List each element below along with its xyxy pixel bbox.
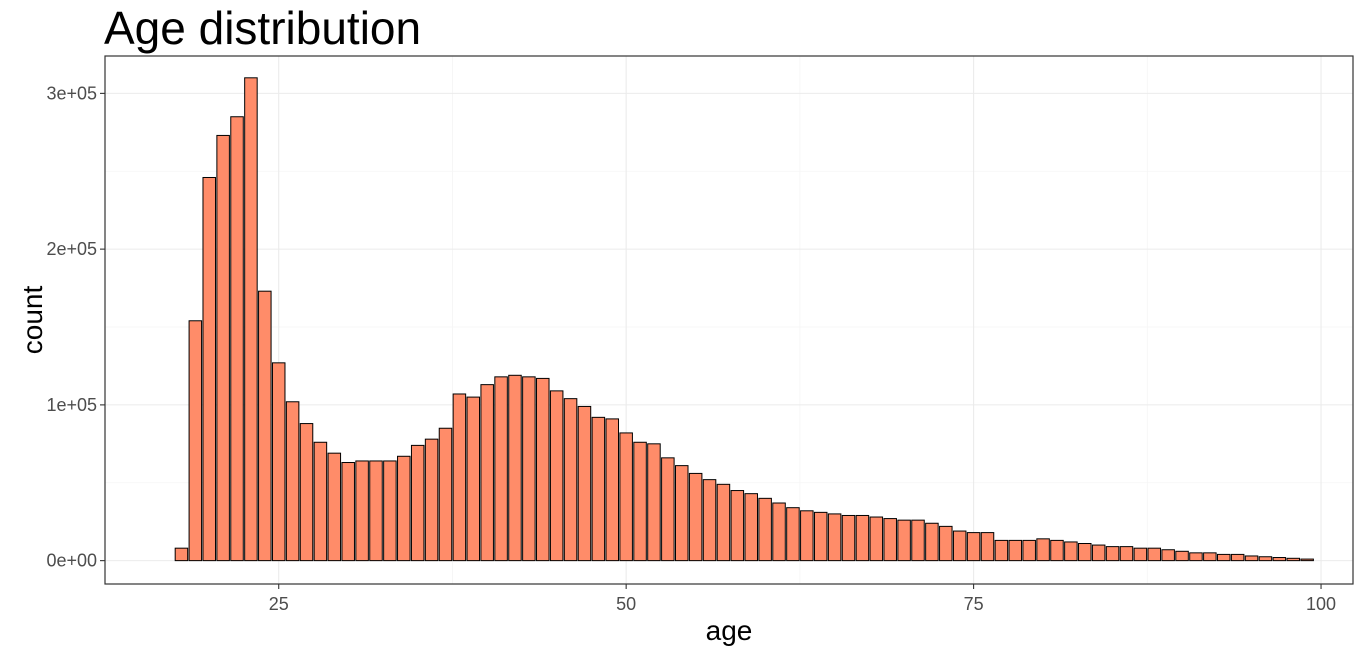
bar [758, 497, 772, 562]
bar [480, 384, 494, 562]
bar [883, 518, 897, 562]
bar [647, 443, 661, 562]
bar [438, 427, 453, 562]
bar [522, 376, 536, 562]
x-axis-title: age [706, 615, 753, 646]
bar [1244, 555, 1259, 562]
y-tick-label: 2e+05 [46, 239, 97, 259]
bar [966, 532, 981, 562]
bar [897, 519, 911, 562]
bar [1050, 539, 1064, 562]
bar [980, 532, 995, 562]
bar [1119, 546, 1134, 562]
bar [1133, 547, 1148, 562]
bar [1189, 552, 1203, 562]
bar [633, 441, 647, 562]
bar [1008, 539, 1023, 562]
bar [1036, 538, 1050, 562]
bar [952, 530, 967, 562]
bar [702, 479, 717, 562]
bar [174, 547, 189, 562]
bar [285, 401, 300, 562]
bar [841, 514, 856, 562]
bar [1258, 556, 1273, 562]
panel-border [104, 55, 1354, 585]
bar [1300, 558, 1314, 562]
bar [730, 490, 745, 562]
bar [508, 374, 522, 562]
bar [424, 438, 439, 562]
bar [216, 134, 230, 562]
bar [1105, 546, 1120, 562]
bar [1091, 544, 1106, 562]
bar [188, 320, 203, 562]
y-tick-label: 1e+05 [46, 395, 97, 415]
bar [299, 423, 314, 562]
bar [258, 290, 272, 562]
bar [1175, 550, 1189, 562]
bar [744, 493, 758, 562]
bar [577, 405, 592, 562]
bar [939, 525, 953, 562]
y-tick-label: 0e+00 [46, 551, 97, 571]
grid-layer [104, 56, 1353, 584]
bar [1230, 553, 1245, 562]
bar [230, 116, 244, 562]
bar [369, 460, 383, 562]
x-tick-label: 50 [616, 594, 636, 614]
bar [605, 418, 620, 562]
bar [383, 460, 397, 562]
bar [1147, 547, 1162, 562]
bar [813, 511, 828, 562]
bar [661, 457, 675, 562]
bar [1286, 557, 1300, 562]
bar [1064, 541, 1078, 562]
bar [341, 462, 355, 562]
bar [827, 513, 842, 562]
bar [1022, 539, 1036, 562]
bar [925, 522, 939, 562]
bar [397, 455, 411, 562]
bar [716, 483, 731, 562]
bar [772, 502, 786, 562]
bar [1078, 543, 1092, 562]
bar [271, 362, 286, 562]
chart-title: Age distribution [104, 2, 422, 54]
bar [355, 460, 369, 562]
bar [536, 377, 550, 562]
y-tick-label: 3e+05 [46, 83, 97, 103]
bar [202, 176, 216, 562]
axis-layer: 25 50 75 100 0e+00 1e+05 2e+05 3e+05 [46, 83, 1336, 614]
y-axis-title: count [17, 286, 48, 355]
bar [688, 472, 703, 562]
bar [786, 507, 800, 562]
bar [563, 398, 578, 562]
bar [1216, 553, 1231, 562]
bar [1272, 557, 1287, 562]
bar [591, 416, 606, 562]
x-tick-label: 100 [1306, 594, 1336, 614]
bar [855, 514, 870, 562]
bar [452, 393, 467, 562]
bar [244, 77, 258, 562]
x-tick-label: 25 [269, 594, 289, 614]
bar [313, 441, 328, 562]
bar [327, 452, 342, 562]
bar [994, 539, 1009, 562]
bar [410, 444, 425, 562]
bar [549, 390, 564, 562]
bar [494, 376, 508, 562]
bar [674, 465, 689, 562]
bar [619, 432, 633, 562]
bar [911, 519, 925, 562]
bar [869, 516, 884, 562]
bar [1203, 552, 1217, 562]
bar [1161, 549, 1175, 562]
bar [800, 510, 814, 562]
bar [466, 396, 481, 562]
x-tick-label: 75 [964, 594, 984, 614]
bar-layer [174, 77, 1314, 562]
